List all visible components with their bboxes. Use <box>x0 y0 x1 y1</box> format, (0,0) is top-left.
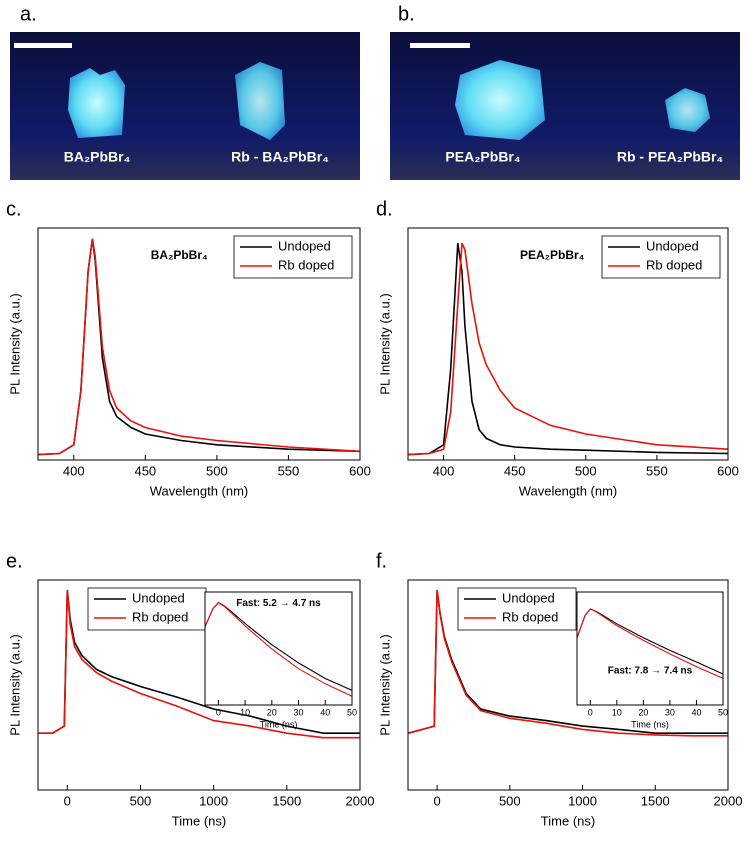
legend-box <box>87 587 207 631</box>
x-tick-label: 20 <box>638 707 648 717</box>
series-line <box>37 238 361 456</box>
axes-frame <box>37 227 361 461</box>
axes-frame <box>576 591 724 706</box>
x-tick-label: 40 <box>691 707 701 717</box>
x-tick-label: 1500 <box>641 793 670 808</box>
y-axis-label: PL Intensity (a.u.) <box>7 634 22 735</box>
legend-label: Undoped <box>646 238 699 253</box>
panel-label: f. <box>376 550 387 572</box>
photo-a: a. BA₂PbBr₄ Rb - BA₂PbBr₄ <box>10 3 360 180</box>
panel-label: b. <box>398 3 415 25</box>
x-tick-label: 500 <box>206 463 228 478</box>
legend-label: Rb doped <box>502 609 558 624</box>
plot-background <box>577 592 723 705</box>
photo-label: PEA₂PbBr₄ <box>445 149 520 165</box>
x-tick-label: 500 <box>130 793 152 808</box>
series-line <box>407 242 729 456</box>
x-tick-label: 500 <box>575 463 597 478</box>
x-tick-label: 1500 <box>272 793 301 808</box>
annotation: BA₂PbBr₄ <box>151 248 208 262</box>
x-tick-label: 20 <box>267 707 277 717</box>
x-axis-label: Time (ns) <box>172 813 226 828</box>
legend-label: Rb doped <box>278 257 334 272</box>
chart: 0 10 20 30 40 50 Time (ns) Fast: 5.2 → 4.7 ns <box>204 591 357 729</box>
axes-frame <box>204 591 353 706</box>
photo-label: Rb - PEA₂PbBr₄ <box>617 149 723 165</box>
legend-box <box>601 235 721 279</box>
panel-label: e. <box>6 550 23 572</box>
annotation: Fast: 5.2 → 4.7 ns <box>236 598 321 609</box>
series-line <box>576 608 724 679</box>
legend-label: Undoped <box>132 590 185 605</box>
x-tick-label: 0 <box>216 707 221 717</box>
annotation: Fast: 7.8 → 7.4 ns <box>608 666 693 677</box>
x-tick-label: 450 <box>134 463 156 478</box>
x-tick-label: 40 <box>320 707 330 717</box>
y-axis-label: PL Intensity (a.u.) <box>377 634 392 735</box>
photo-label: BA₂PbBr₄ <box>64 149 131 165</box>
legend-label: Undoped <box>278 238 331 253</box>
series-line <box>407 589 728 737</box>
x-tick-label: 1000 <box>568 793 597 808</box>
x-tick-label: 0 <box>64 793 71 808</box>
x-tick-label: 0 <box>588 707 593 717</box>
chart: 400 450 500 550 600 Wavelength (nm) PL Intensi… <box>376 198 739 498</box>
axes-frame <box>37 579 361 791</box>
x-tick-label: 50 <box>718 707 728 717</box>
legend-box <box>457 587 577 631</box>
x-axis-label: Wavelength (nm) <box>150 483 249 498</box>
chart: 0 10 20 30 40 50 Time (ns) Fast: 7.8 → 7.4 ns <box>576 591 728 729</box>
x-tick-label: 600 <box>717 463 739 478</box>
legend-label: Rb doped <box>132 609 188 624</box>
x-tick-label: 2000 <box>346 793 375 808</box>
series-line <box>204 601 353 697</box>
x-axis-label: Time (ns) <box>631 719 669 729</box>
x-axis-label: Wavelength (nm) <box>519 483 618 498</box>
photo-b: b. PEA₂PbBr₄ Rb - PEA₂PbBr₄ <box>390 3 740 180</box>
x-tick-label: 400 <box>433 463 455 478</box>
x-tick-label: 450 <box>504 463 526 478</box>
y-axis-label: PL Intensity (a.u.) <box>7 293 22 394</box>
x-tick-label: 500 <box>499 793 521 808</box>
axes-frame <box>407 579 729 791</box>
y-axis-label: PL Intensity (a.u.) <box>377 293 392 394</box>
x-tick-label: 550 <box>278 463 300 478</box>
legend-label: Undoped <box>502 590 555 605</box>
x-axis-label: Time (ns) <box>260 719 298 729</box>
x-tick-label: 10 <box>612 707 622 717</box>
annotation: PEA₂PbBr₄ <box>520 248 585 262</box>
x-axis-label: Time (ns) <box>541 813 595 828</box>
x-tick-label: 2000 <box>714 793 743 808</box>
series-line <box>407 243 729 456</box>
x-tick-label: 400 <box>63 463 85 478</box>
panel-label: d. <box>376 198 393 220</box>
legend-box <box>233 235 353 279</box>
x-tick-label: 600 <box>349 463 371 478</box>
x-tick-label: 30 <box>665 707 675 717</box>
x-tick-label: 550 <box>646 463 668 478</box>
x-tick-label: 0 <box>433 793 440 808</box>
x-tick-label: 10 <box>240 707 250 717</box>
series-line <box>38 589 360 739</box>
photo-label: Rb - BA₂PbBr₄ <box>231 149 329 165</box>
x-tick-label: 1000 <box>199 793 228 808</box>
chart: 400 450 500 550 600 Wavelength (nm) PL Intensi… <box>6 198 371 498</box>
x-tick-label: 30 <box>294 707 304 717</box>
panel-label: c. <box>6 198 22 220</box>
axes-frame <box>407 227 729 461</box>
legend-label: Rb doped <box>646 257 702 272</box>
panel-label: a. <box>20 3 37 25</box>
x-tick-label: 50 <box>347 707 357 717</box>
